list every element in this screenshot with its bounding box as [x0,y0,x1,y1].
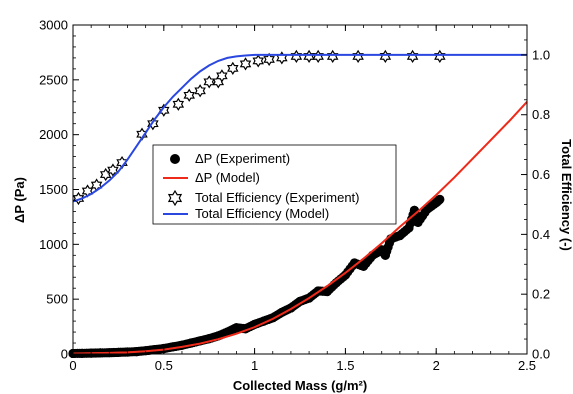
legend-entry-eff-model: Total Efficiency (Model) [163,206,329,221]
x-tick-label: 2.5 [518,358,536,373]
data-point [194,84,206,98]
data-point [231,323,242,333]
data-point [395,230,405,241]
data-point [216,69,228,83]
data-point [422,204,432,214]
x-tick-label: 2 [433,358,440,373]
data-point [404,223,414,233]
plot-area [68,49,528,359]
data-point [222,327,232,337]
legend-marker-filled-circle [170,154,180,164]
legend-marker-open-star [167,189,183,207]
data-point [379,49,392,64]
data-point [312,49,324,64]
x-axis-title: Collected Mass (g/m²) [233,378,367,393]
data-point [380,250,390,260]
y-left-tick-label: 1500 [39,182,68,197]
data-point [322,286,332,297]
legend-entry-dp-model: ΔP (Model) [163,170,260,185]
legend-label: ΔP (Experiment) [195,151,290,166]
y-right-tick-label: 0.2 [532,287,550,302]
data-point [434,49,446,64]
series-line-overlay [72,101,528,355]
legend-box [152,144,397,225]
y-right-tick-label: 0.8 [532,107,550,122]
data-point [177,340,187,350]
y-left-tick-label: 2500 [39,72,68,87]
data-point [239,57,252,71]
legend-label: ΔP (Model) [195,170,260,185]
y-right-tick-label: 1.0 [532,47,550,62]
data-point [227,61,239,76]
legend-entry-dp-experiment: ΔP (Experiment) [170,151,290,166]
data-point [290,49,303,64]
y-right-tick-label: 0.6 [532,167,550,182]
data-point [183,88,195,102]
legend-label: Total Efficiency (Experiment) [195,190,360,205]
y-right-axis-title: Total Efficiency (-) [559,139,573,251]
y-right-tick-label: 0.4 [532,227,550,242]
x-tick-label: 0 [69,358,76,373]
x-tick-label: 1.5 [336,358,354,373]
y-left-tick-label: 3000 [39,18,68,33]
series-line [72,53,527,203]
data-point [303,49,315,64]
y-left-tick-label: 0 [61,347,68,362]
data-point [340,270,350,280]
y-right-tick-label: 0.0 [532,347,550,362]
legend: ΔP (Experiment) ΔP (Model) Total Efficie… [152,144,397,225]
data-point [158,103,170,117]
data-point [252,54,264,68]
data-point [263,52,275,67]
data-point [203,75,215,89]
data-point [326,49,339,64]
y-left-tick-label: 500 [46,292,68,307]
x-tick-label: 0.5 [155,358,173,373]
x-tick-label: 1 [251,358,258,373]
data-point [352,49,364,64]
y-left-tick-label: 1000 [39,237,68,252]
data-point [172,97,185,111]
data-point [435,194,445,204]
data-point [406,49,419,64]
data-point [413,217,423,227]
data-point [358,261,369,271]
y-left-axis-title: ΔP (Pa) [12,177,27,223]
legend-entry-eff-experiment: Total Efficiency (Experiment) [167,189,360,207]
y-left-tick-label: 2000 [39,127,68,142]
axes: 0 0.5 1 1.5 2 2.5 0 500 1000 1500 2000 2500 3000 0.0 0… [39,18,550,374]
data-point [349,258,360,268]
legend-label: Total Efficiency (Model) [195,206,329,221]
data-point [295,296,305,306]
